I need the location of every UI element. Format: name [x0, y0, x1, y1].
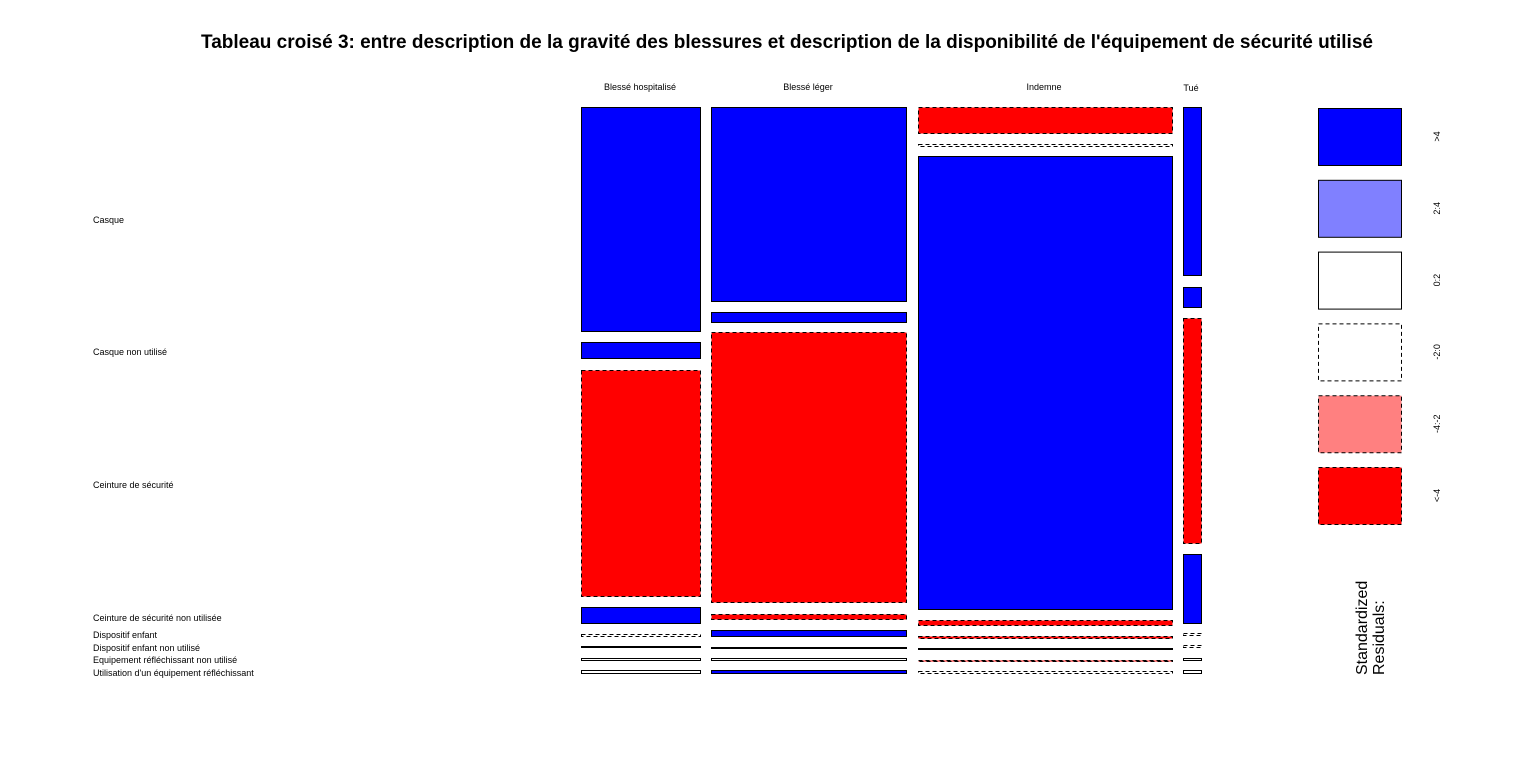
mosaic-tile-r1-c3	[1183, 287, 1202, 308]
mosaic-tile-r6-c0	[581, 658, 701, 661]
mosaic-tile-r0-c3	[1183, 107, 1202, 276]
mosaic-tile-r3-c0	[581, 607, 701, 624]
row-label-dispositif-enfant: Dispositif enfant	[93, 630, 158, 640]
row-label-casque-non-utilise: Casque non utilisé	[93, 347, 167, 357]
mosaic-tile-r0-c0	[581, 107, 701, 332]
mosaic-tile-r6-c2	[918, 660, 1173, 662]
mosaic-tile-r1-c1	[711, 312, 907, 323]
mosaic-tile-r4-c0	[581, 634, 701, 637]
mosaic-tile-r2-c0	[581, 370, 701, 597]
row-label-utilisation-equipement: Utilisation d'un équipement réfléchissan…	[93, 668, 254, 678]
legend-swatch-2	[1318, 251, 1402, 310]
legend-label-3: -2:0	[1432, 344, 1442, 360]
legend-title-line-0: Standardized	[1354, 581, 1371, 675]
col-label-tue: Tué	[1183, 83, 1198, 93]
legend-swatch-3	[1318, 323, 1402, 382]
col-label-indemne: Indemne	[1026, 82, 1061, 92]
mosaic-tile-r5-c2	[918, 648, 1173, 650]
legend-label-1: 2:4	[1432, 202, 1442, 215]
mosaic-tile-r0-c2	[918, 107, 1173, 134]
col-label-blesse-hospitalise: Blessé hospitalisé	[604, 82, 676, 92]
mosaic-tile-r7-c1	[711, 670, 907, 674]
column-labels: Blessé hospitalisé Blessé léger Indemne …	[604, 82, 1199, 93]
mosaic-tile-r6-c1	[711, 658, 907, 661]
mosaic-tile-r0-c1	[711, 107, 907, 302]
legend-title-line-1: Residuals:	[1371, 600, 1388, 675]
legend-label-2: 0:2	[1432, 274, 1442, 287]
legend-label-5: <-4	[1432, 489, 1442, 502]
legend-label-4: -4:-2	[1432, 414, 1442, 433]
row-label-casque: Casque	[93, 215, 124, 225]
row-labels: Casque Casque non utilisé Ceinture de sé…	[93, 215, 254, 678]
mosaic-tile-r5-c1	[711, 647, 907, 649]
legend-swatch-4	[1318, 395, 1402, 454]
mosaic-tile-r2-c1	[711, 332, 907, 603]
chart-title: Tableau croisé 3: entre description de l…	[201, 32, 1373, 53]
mosaic-tile-r1-c0	[581, 342, 701, 359]
row-label-ceinture: Ceinture de sécurité	[93, 480, 174, 490]
legend: >4 2:4 0:2 -2:0 -4:-2 <-4 Standardized Residual…	[1318, 108, 1442, 675]
mosaic-tile-r7-c3	[1183, 670, 1202, 674]
mosaic-tile-r3-c1	[711, 614, 907, 620]
mosaic-tiles	[581, 107, 1202, 674]
legend-label-0: >4	[1432, 131, 1442, 141]
mosaic-tile-r4-c3	[1183, 633, 1202, 636]
row-label-dispositif-enfant-non-utilise: Dispositif enfant non utilisé	[93, 643, 200, 653]
legend-swatch-5	[1318, 467, 1402, 525]
mosaic-tile-r6-c3	[1183, 658, 1202, 661]
row-label-equipement-non-utilise: Equipement réfléchissant non utilisé	[93, 655, 237, 665]
legend-swatch-0	[1318, 108, 1402, 166]
mosaic-tile-r7-c2	[918, 671, 1173, 674]
mosaic-tile-r5-c0	[581, 646, 701, 648]
mosaic-tile-r4-c1	[711, 630, 907, 637]
mosaic-tile-r1-c2	[918, 144, 1173, 147]
mosaic-tile-r3-c3	[1183, 554, 1202, 624]
legend-swatch-1	[1318, 179, 1402, 238]
row-label-ceinture-non-utilisee: Ceinture de sécurité non utilisée	[93, 613, 222, 623]
mosaic-tile-r2-c3	[1183, 318, 1202, 544]
mosaic-tile-r7-c0	[581, 670, 701, 674]
mosaic-tile-r5-c3	[1183, 645, 1202, 648]
mosaic-tile-r2-c2	[918, 156, 1173, 610]
col-label-blesse-leger: Blessé léger	[783, 82, 833, 92]
mosaic-tile-r3-c2	[918, 620, 1173, 626]
mosaic-tile-r4-c2	[918, 636, 1173, 639]
